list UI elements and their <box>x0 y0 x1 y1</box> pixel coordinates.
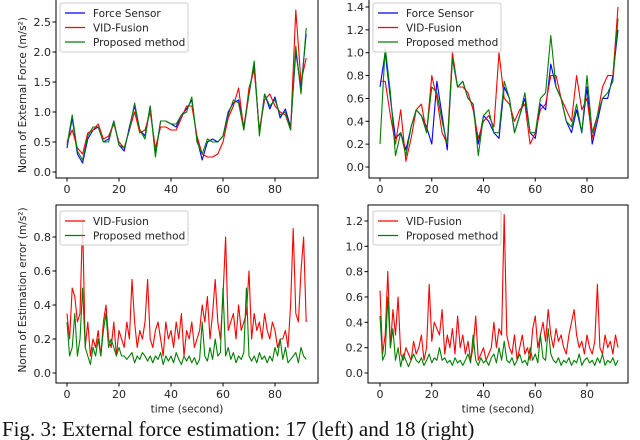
y-tick-label: 0.4 <box>347 115 365 128</box>
legend-label: Proposed method <box>93 231 185 243</box>
y-tick-label: 2.0 <box>34 46 52 59</box>
legend-box <box>372 2 502 53</box>
x-tick-label: 20 <box>112 388 126 401</box>
y-tick-label: 0.2 <box>347 138 365 151</box>
legend-label: Force Sensor <box>93 8 161 20</box>
y-tick-label: 1.2 <box>347 24 365 37</box>
y-tick-label: 0.8 <box>34 231 52 244</box>
series-line-vid-fusion <box>379 214 619 361</box>
legend-label: Proposed method <box>406 37 498 49</box>
x-tick-label: 0 <box>377 183 384 196</box>
axes-frame <box>368 0 629 179</box>
x-tick-label: 40 <box>477 183 491 196</box>
series-line-force-sensor <box>66 33 307 164</box>
x-tick-label: 80 <box>580 183 594 196</box>
subplot-top-right: 0 20 40 60 80 0.0 0.2 0.4 0.6 0.8 1.0 1.2 1.4 Force S… <box>347 0 629 196</box>
legend-label: Proposed method <box>406 231 498 243</box>
y-tick-label: 1.0 <box>346 240 364 253</box>
y-tick-label: 0.0 <box>34 166 52 179</box>
x-tick-label: 20 <box>425 388 439 401</box>
axes-frame <box>55 0 319 179</box>
x-tick-label: 40 <box>164 388 178 401</box>
subplot-bottom-left: 0 20 40 60 80 0.0 0.2 0.4 0.6 0.8 Norm of Estimati… <box>17 204 319 416</box>
y-tick-label: 0.2 <box>346 342 364 355</box>
x-axis-label: time (second) <box>462 404 535 416</box>
legend-label: VID-Fusion <box>93 216 149 228</box>
axes-frame <box>367 204 629 384</box>
y-tick-label: 0.0 <box>346 367 364 380</box>
y-tick-label: 1.0 <box>347 47 365 60</box>
y-tick-label: 0.6 <box>347 92 365 105</box>
x-tick-label: 60 <box>216 183 230 196</box>
y-axis-label: Norm of Estimation error (m/s²) <box>17 207 29 372</box>
subplot-top-left: 0 20 40 60 80 0.0 0.5 1.0 1.5 2.0 2.5 Norm of Exter… <box>17 0 319 196</box>
legend-box <box>59 210 189 246</box>
y-tick-label: 0.8 <box>346 266 364 279</box>
x-tick-label: 20 <box>425 183 439 196</box>
subplot-bottom-right: 0 20 40 60 80 0.0 0.2 0.4 0.6 0.8 1.0 1.2 time (seco… <box>346 204 629 416</box>
x-tick-label: 80 <box>268 183 282 196</box>
x-tick-label: 40 <box>164 183 178 196</box>
legend-label: VID-Fusion <box>406 216 462 228</box>
series-line-vid-fusion <box>380 6 619 162</box>
y-tick-label: 0.5 <box>34 136 52 149</box>
x-tick-label: 60 <box>528 183 542 196</box>
x-tick-label: 60 <box>528 388 542 401</box>
series-line-proposed-method <box>66 27 307 161</box>
y-tick-label: 1.2 <box>346 215 364 228</box>
y-tick-label: 0.6 <box>34 265 52 278</box>
x-tick-label: 80 <box>580 388 594 401</box>
y-tick-label: 0.0 <box>34 367 52 380</box>
legend-box <box>59 2 189 53</box>
figure-caption: Fig. 3: External force estimation: 17 (l… <box>2 417 474 440</box>
y-tick-label: 0.4 <box>346 316 364 329</box>
x-tick-label: 60 <box>216 388 230 401</box>
y-tick-label: 1.5 <box>34 76 52 89</box>
y-tick-label: 0.2 <box>34 333 52 346</box>
x-tick-label: 0 <box>64 388 71 401</box>
axes-frame <box>55 204 319 384</box>
legend-label: Force Sensor <box>406 8 474 20</box>
x-tick-label: 0 <box>64 183 71 196</box>
legend-box <box>372 210 502 246</box>
y-tick-label: 1.4 <box>347 1 365 14</box>
x-tick-label: 0 <box>377 388 384 401</box>
series-line-proposed-method <box>379 296 619 368</box>
y-tick-label: 0.6 <box>346 291 364 304</box>
y-tick-label: 0.0 <box>347 161 365 174</box>
legend-label: Proposed method <box>93 37 185 49</box>
y-tick-label: 0.8 <box>347 70 365 83</box>
x-tick-label: 40 <box>477 388 491 401</box>
y-axis-label: Norm of External Force (m/s²) <box>17 17 29 173</box>
x-axis-label: time (second) <box>151 404 224 416</box>
series-line-proposed-method <box>379 18 619 157</box>
legend-label: VID-Fusion <box>406 23 462 35</box>
y-tick-label: 1.0 <box>34 106 52 119</box>
x-tick-label: 20 <box>112 183 126 196</box>
x-tick-label: 80 <box>268 388 282 401</box>
series-line-proposed-method <box>66 287 307 366</box>
y-tick-label: 0.4 <box>34 299 52 312</box>
legend-label: VID-Fusion <box>93 23 149 35</box>
series-line-vid-fusion <box>66 219 307 357</box>
y-tick-label: 2.5 <box>34 16 52 29</box>
